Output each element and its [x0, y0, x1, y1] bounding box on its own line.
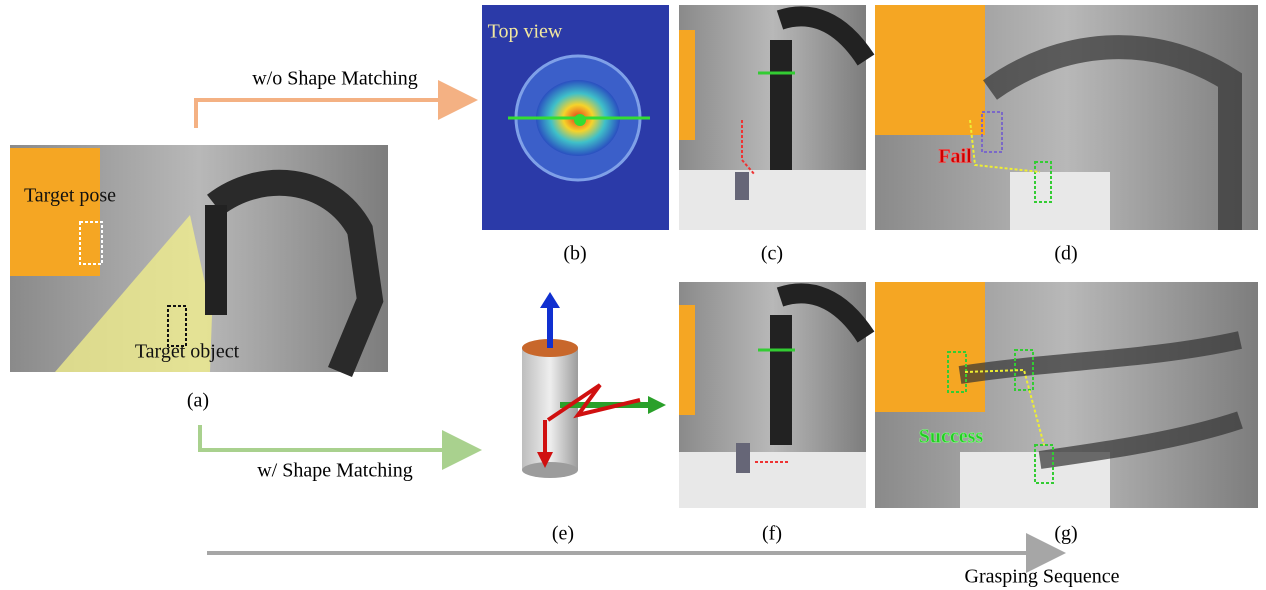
arrow — [200, 425, 474, 450]
annotation: Success — [919, 426, 984, 448]
figure: Target pose Target object (a) w/o Shape … — [0, 0, 1266, 590]
arrow-label: w/o Shape Matching — [252, 68, 418, 90]
panel-e: (e) — [522, 292, 666, 545]
panel-f: (f) — [679, 282, 866, 545]
panel-d: Fail (d) — [875, 5, 1258, 265]
panel-label: (d) — [1054, 243, 1077, 265]
panel-g: Success (g) — [875, 282, 1258, 545]
arrow — [196, 100, 470, 128]
panel-label: (e) — [552, 523, 574, 545]
annotation: Target pose — [24, 185, 116, 207]
panel-label: (a) — [187, 390, 209, 412]
panel-c: (c) — [679, 5, 866, 265]
panel-label: (b) — [563, 243, 586, 265]
panel-label: (c) — [761, 243, 783, 265]
panel-label: (g) — [1054, 523, 1077, 545]
arrow-label: Grasping Sequence — [965, 566, 1120, 588]
arrow-label: w/ Shape Matching — [257, 460, 413, 482]
panel-label: (f) — [762, 523, 782, 545]
annotation: Fail — [938, 146, 972, 168]
panel-b: Top view (b) — [482, 5, 669, 265]
annotation: Target object — [135, 341, 240, 363]
annotation: Top view — [488, 21, 563, 43]
panel-a: Target pose Target object (a) — [10, 145, 388, 412]
